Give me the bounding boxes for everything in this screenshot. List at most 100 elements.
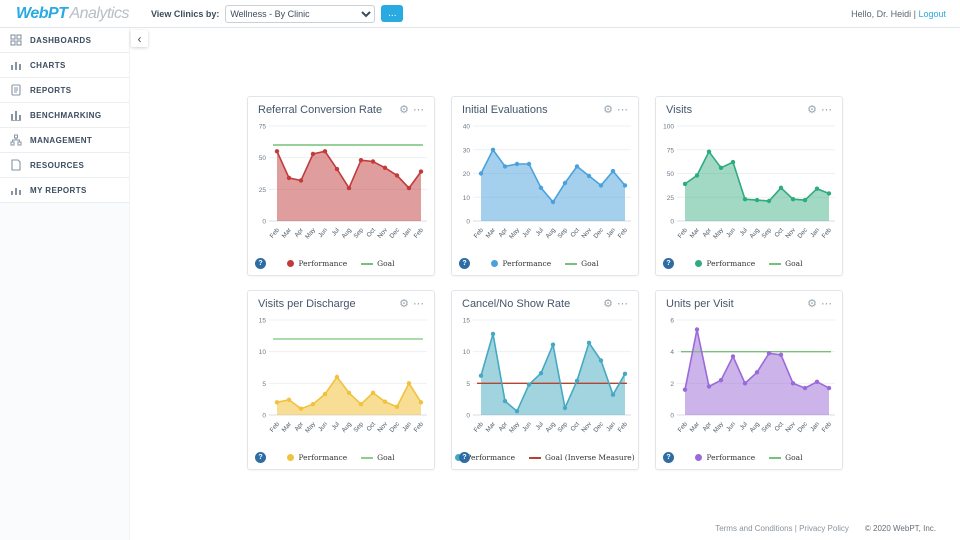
gear-icon[interactable]: ⚙	[603, 103, 613, 116]
svg-text:0: 0	[466, 219, 470, 226]
svg-text:75: 75	[259, 124, 267, 131]
legend-goal-label: Goal	[785, 453, 803, 462]
user-greeting: Hello, Dr. Heidi |	[851, 8, 916, 19]
performance-marker-icon	[491, 260, 499, 267]
topbar: WebPT Analytics View Clinics by: Wellness…	[0, 0, 960, 28]
legend-goal[interactable]: Goal	[769, 453, 803, 462]
legend-goal[interactable]: Goal	[769, 259, 803, 268]
info-icon[interactable]: ?	[255, 452, 266, 463]
svg-text:Feb: Feb	[413, 420, 426, 433]
legend-performance[interactable]: Performance	[695, 259, 755, 268]
svg-text:6: 6	[670, 318, 674, 325]
sidebar-item-my-reports[interactable]: MY REPORTS	[0, 178, 129, 203]
chart-legend: Performance Goal	[656, 259, 842, 268]
sidebar-item-label: REPORTS	[30, 85, 72, 95]
card-menu-icon[interactable]: ⋯	[821, 103, 832, 116]
sidebar-item-resources[interactable]: RESOURCES	[0, 153, 129, 178]
gear-icon[interactable]: ⚙	[807, 297, 817, 310]
sidebar-item-charts[interactable]: CHARTS	[0, 53, 129, 78]
sidebar-collapse-button[interactable]: ‹	[131, 30, 148, 47]
svg-text:75: 75	[667, 147, 675, 154]
chart-card-visits: Visits ⚙ ⋯ 0 25 50 75 100 Feb Mar Apr May Jun Jul Aug S…	[655, 96, 843, 276]
svg-text:0: 0	[670, 413, 674, 420]
logo-webpt: WebPT	[16, 4, 68, 22]
footer-legal-links[interactable]: Terms and Conditions | Privacy Policy	[715, 524, 849, 533]
svg-text:Mar: Mar	[689, 421, 701, 434]
svg-text:Apr: Apr	[497, 227, 509, 239]
goal-line-icon	[769, 262, 782, 265]
chart-legend: Performance Goal	[248, 453, 434, 462]
legend-performance[interactable]: Performance	[695, 453, 755, 462]
more-button[interactable]: ...	[381, 5, 404, 22]
chart-legend: Performance Goal (Inverse Measure)	[452, 453, 638, 462]
info-icon[interactable]: ?	[663, 258, 674, 269]
svg-text:5: 5	[466, 381, 470, 388]
logout-link[interactable]: Logout	[918, 8, 946, 19]
svg-text:Jun: Jun	[317, 226, 329, 239]
sidebar-item-label: MY REPORTS	[30, 185, 87, 195]
legend-goal[interactable]: Goal	[361, 259, 395, 268]
sidebar-item-benchmarking[interactable]: BENCHMARKING	[0, 103, 129, 128]
sidebar-item-management[interactable]: MANAGEMENT	[0, 128, 129, 153]
chart-card-cancel-no-show-rate: Cancel/No Show Rate ⚙ ⋯ 0 5 10 15 Feb Mar Apr May J…	[451, 290, 639, 470]
svg-text:25: 25	[667, 195, 675, 202]
svg-text:Jul: Jul	[534, 227, 545, 238]
card-header: Visits ⚙ ⋯	[656, 97, 842, 116]
performance-marker-icon	[287, 454, 295, 461]
info-icon[interactable]: ?	[459, 258, 470, 269]
svg-text:Mar: Mar	[281, 421, 293, 434]
legend-goal[interactable]: Goal (Inverse Measure)	[529, 453, 635, 462]
sidebar-item-dashboards[interactable]: DASHBOARDS	[0, 28, 129, 53]
legend-performance[interactable]: Performance	[491, 259, 551, 268]
svg-text:Mar: Mar	[689, 227, 701, 240]
gear-icon[interactable]: ⚙	[603, 297, 613, 310]
legend-performance[interactable]: Performance	[287, 453, 347, 462]
info-icon[interactable]: ?	[459, 452, 470, 463]
footer: Terms and Conditions | Privacy Policy © …	[715, 524, 936, 533]
legend-goal[interactable]: Goal	[361, 453, 395, 462]
svg-text:Apr: Apr	[701, 421, 713, 433]
svg-text:Feb: Feb	[617, 226, 630, 239]
info-icon[interactable]: ?	[255, 258, 266, 269]
chart-legend: Performance Goal	[656, 453, 842, 462]
clinic-select[interactable]: Wellness - By Clinic	[225, 4, 376, 23]
svg-text:Sep: Sep	[556, 226, 569, 239]
app-logo: WebPT Analytics	[16, 5, 129, 23]
sidebar-item-label: CHARTS	[30, 60, 66, 70]
svg-text:15: 15	[463, 318, 471, 325]
svg-text:Oct: Oct	[773, 227, 785, 239]
dashboard-cards-grid: Referral Conversion Rate ⚙ ⋯ 0 25 50 75 Feb Mar A…	[247, 96, 843, 470]
svg-text:Jul: Jul	[534, 421, 545, 432]
svg-text:Sep: Sep	[352, 226, 365, 239]
card-menu-icon[interactable]: ⋯	[413, 297, 424, 310]
legend-goal[interactable]: Goal	[565, 259, 599, 268]
legend-performance[interactable]: Performance	[287, 259, 347, 268]
svg-text:Jan: Jan	[401, 226, 413, 239]
svg-text:Dec: Dec	[796, 227, 809, 240]
svg-text:4: 4	[670, 349, 674, 356]
legend-performance-label: Performance	[706, 259, 756, 268]
gear-icon[interactable]: ⚙	[807, 103, 817, 116]
card-menu-icon[interactable]: ⋯	[821, 297, 832, 310]
legend-goal-label: Goal (Inverse Measure)	[545, 453, 635, 462]
sidebar-item-reports[interactable]: REPORTS	[0, 78, 129, 103]
sidebar-item-label: BENCHMARKING	[30, 110, 102, 120]
gear-icon[interactable]: ⚙	[399, 297, 409, 310]
svg-text:100: 100	[663, 124, 674, 131]
svg-text:10: 10	[259, 349, 267, 356]
info-icon[interactable]: ?	[663, 452, 674, 463]
card-menu-icon[interactable]: ⋯	[617, 103, 628, 116]
legend-performance[interactable]: Performance	[455, 453, 515, 462]
report-icon	[10, 84, 22, 96]
footer-copyright: © 2020 WebPT, Inc.	[864, 524, 936, 533]
svg-text:Jul: Jul	[330, 227, 341, 238]
view-clinics-label: View Clinics by:	[150, 8, 220, 19]
svg-text:May: May	[304, 420, 318, 434]
svg-text:Mar: Mar	[485, 227, 497, 240]
card-menu-icon[interactable]: ⋯	[413, 103, 424, 116]
gear-icon[interactable]: ⚙	[399, 103, 409, 116]
legend-goal-label: Goal	[377, 453, 395, 462]
card-menu-icon[interactable]: ⋯	[617, 297, 628, 310]
